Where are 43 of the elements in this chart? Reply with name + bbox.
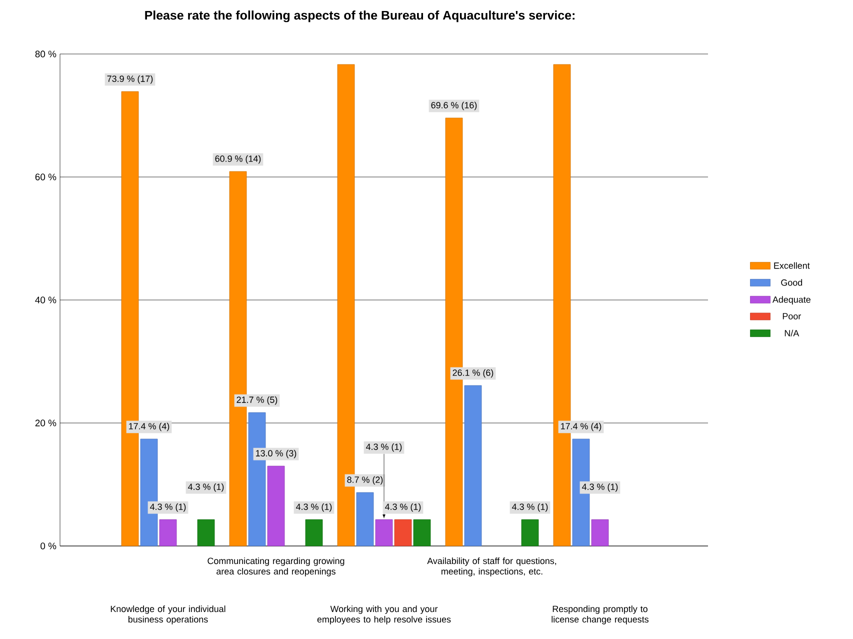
bar [521,519,539,546]
data-label: 69.6 % (16) [431,102,477,110]
data-label: 4.3 % (1) [150,503,186,512]
legend-label: Adequate [772,296,810,305]
legend-label: Poor [782,313,801,320]
legend-label: N/A [784,330,800,336]
data-label: 4.3 % (1) [582,483,618,492]
data-label: 17.4 % (4) [129,422,170,432]
data-label: 4.3 % (1) [188,483,224,492]
x-tick-label: Availability of staff for questions, meeting, inspections, etc. [427,558,556,576]
bar [591,519,609,546]
data-label: 4.3 % (1) [512,503,548,512]
bar [267,466,285,546]
data-label: 60.9 % (14) [215,155,261,164]
bar [375,519,393,546]
x-tick-label: Knowledge of your individual business operations [110,606,226,624]
y-tick-label: 0 % [40,542,56,550]
data-label: 13.0 % (3) [256,450,296,458]
chart-title: Please rate the following aspects of the Bureau of Aquaculture's service: [145,10,574,22]
x-tick-label: Responding promptly to license change requests [552,606,649,624]
y-tick-label: 60 % [35,174,56,180]
data-label: 17.4 % (4) [561,422,602,432]
data-label: 8.7 % (2) [347,476,383,485]
bar [197,519,215,546]
data-label: 4.3 % (1) [385,503,421,512]
bar [413,519,431,546]
data-label: 4.3 % (1) [296,503,332,512]
x-tick-label: Communicating regarding growing area closures and reopenings [208,558,344,576]
legend-label: Excellent [774,262,810,269]
data-label: 4.3 % (1) [366,443,402,452]
data-label: 21.7 % (5) [236,396,278,405]
bar [394,519,412,546]
bar [305,519,323,546]
bar [356,492,374,546]
legend-label: Good [781,279,802,286]
y-tick-label: 40 % [35,296,56,304]
y-tick-label: 80 % [35,50,56,58]
y-tick-label: 20 % [35,420,56,426]
data-label: 73.9 % (17) [107,75,153,84]
x-tick-label: Working with you and your employees to help resolve issues [317,606,451,624]
bar [159,519,177,546]
data-label: 26.1 % (6) [452,369,494,378]
bar [464,385,482,546]
